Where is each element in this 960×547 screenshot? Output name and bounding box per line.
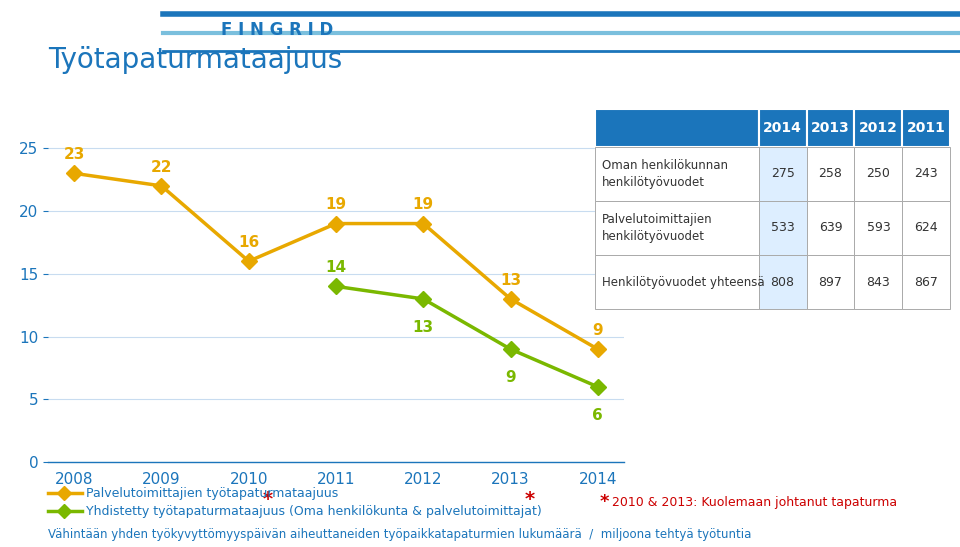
- Bar: [902, 201, 950, 255]
- Text: 2012: 2012: [859, 121, 898, 135]
- Bar: [595, 109, 758, 147]
- Text: 2013: 2013: [811, 121, 850, 135]
- Bar: [595, 255, 758, 309]
- Text: 243: 243: [915, 167, 938, 181]
- Bar: [854, 109, 902, 147]
- Bar: [758, 109, 806, 147]
- Text: 250: 250: [867, 167, 891, 181]
- Text: Vähintään yhden työkyvyttömyyspäivän aiheuttaneiden työpaikkatapaturmien lukumää: Vähintään yhden työkyvyttömyyspäivän aih…: [48, 528, 752, 542]
- Bar: [902, 255, 950, 309]
- Bar: [595, 147, 758, 201]
- Text: 22: 22: [151, 160, 172, 175]
- Text: 6: 6: [592, 408, 603, 423]
- Bar: [806, 255, 854, 309]
- Text: 867: 867: [915, 276, 938, 289]
- Text: 808: 808: [771, 276, 795, 289]
- Bar: [806, 201, 854, 255]
- Bar: [854, 147, 902, 201]
- Text: 2014: 2014: [763, 121, 802, 135]
- Text: 19: 19: [325, 197, 347, 212]
- Bar: [854, 255, 902, 309]
- Text: 23: 23: [63, 147, 84, 162]
- Text: 843: 843: [867, 276, 890, 289]
- Text: 14: 14: [325, 260, 347, 275]
- Text: 13: 13: [413, 320, 434, 335]
- Bar: [758, 147, 806, 201]
- Text: 2010 & 2013: Kuolemaan johtanut tapaturma: 2010 & 2013: Kuolemaan johtanut tapaturm…: [612, 496, 898, 509]
- Text: Oman henkilökunnan
henkilötyövuodet: Oman henkilökunnan henkilötyövuodet: [602, 159, 729, 189]
- Text: *: *: [263, 490, 274, 509]
- Text: *: *: [600, 493, 610, 511]
- Bar: [902, 109, 950, 147]
- Text: *: *: [525, 490, 535, 509]
- Text: 9: 9: [505, 370, 516, 385]
- Text: 2011: 2011: [907, 121, 946, 135]
- Text: 19: 19: [413, 197, 434, 212]
- Bar: [806, 109, 854, 147]
- Bar: [758, 255, 806, 309]
- Text: 624: 624: [915, 222, 938, 235]
- Text: 9: 9: [592, 323, 603, 338]
- Text: Palvelutoimittajien
henkilötyövuodet: Palvelutoimittajien henkilötyövuodet: [602, 213, 713, 243]
- Text: 533: 533: [771, 222, 795, 235]
- Text: Henkilötyövuodet yhteensä: Henkilötyövuodet yhteensä: [602, 276, 765, 289]
- Bar: [902, 147, 950, 201]
- Text: 16: 16: [238, 235, 259, 250]
- Bar: [806, 147, 854, 201]
- Text: 13: 13: [500, 273, 521, 288]
- Text: Palvelutoimittajien työtapaturmataajuus: Palvelutoimittajien työtapaturmataajuus: [86, 487, 339, 500]
- Text: F I N G R I D: F I N G R I D: [221, 21, 333, 38]
- Bar: [854, 201, 902, 255]
- Text: Työtapaturmataajuus: Työtapaturmataajuus: [48, 46, 343, 74]
- Text: 639: 639: [819, 222, 842, 235]
- Text: 275: 275: [771, 167, 795, 181]
- Text: 897: 897: [819, 276, 843, 289]
- Bar: [595, 201, 758, 255]
- Text: 258: 258: [819, 167, 843, 181]
- Text: 593: 593: [867, 222, 890, 235]
- Text: Yhdistetty työtapaturmataajuus (Oma henkilökunta & palvelutoimittajat): Yhdistetty työtapaturmataajuus (Oma henk…: [86, 505, 542, 518]
- Bar: [758, 201, 806, 255]
